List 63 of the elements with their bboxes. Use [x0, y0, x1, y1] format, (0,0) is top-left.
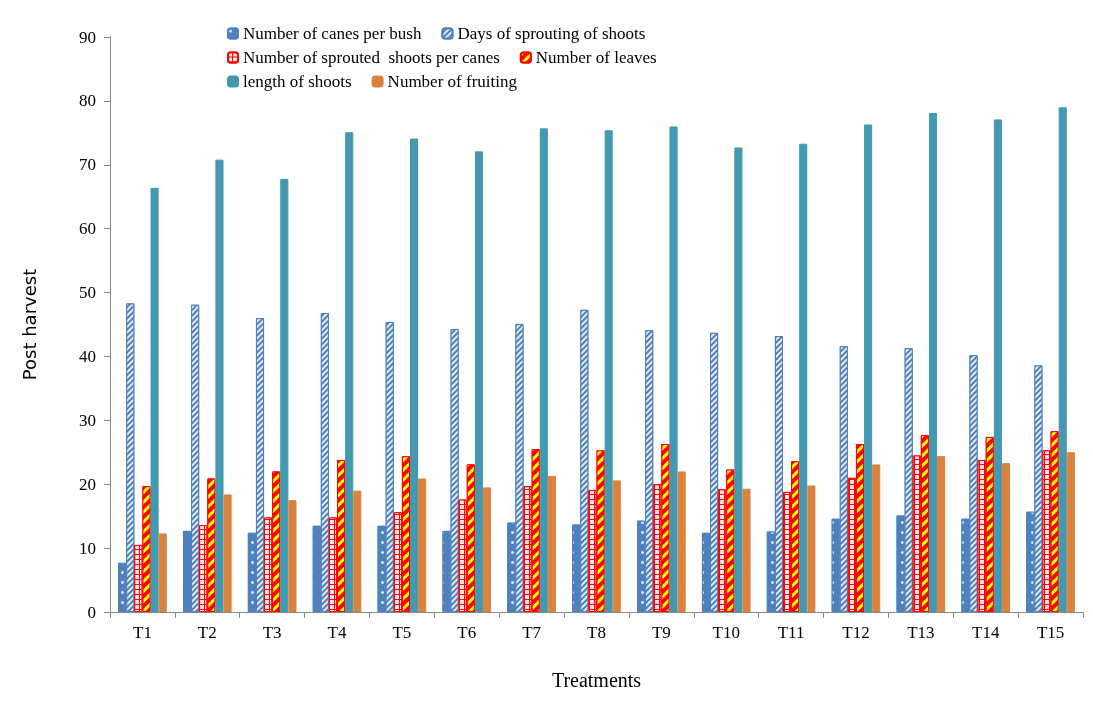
legend-label: Number of leaves	[535, 48, 657, 67]
bar	[872, 464, 881, 612]
y-tick-label: 0	[87, 602, 96, 622]
y-tick-label: 90	[79, 27, 96, 47]
y-tick-label: 10	[79, 538, 96, 558]
x-tick-label: T13	[907, 623, 935, 642]
bar	[158, 533, 167, 612]
y-tick-label: 40	[79, 346, 96, 366]
x-tick-label: T8	[587, 623, 606, 642]
bar	[539, 128, 548, 612]
bar	[612, 480, 621, 612]
bar	[799, 143, 808, 612]
x-axis-title: Treatments	[551, 669, 642, 691]
bar	[807, 485, 816, 612]
y-tick-label: 50	[79, 283, 96, 303]
x-tick-label: T2	[197, 623, 217, 642]
bar	[410, 138, 419, 612]
bar	[669, 126, 678, 612]
bar	[223, 494, 232, 612]
x-tick-label: T10	[712, 623, 740, 642]
x-tick-label: T9	[651, 623, 671, 642]
bar	[474, 151, 483, 612]
y-tick-label: 80	[79, 91, 96, 111]
legend-label: Number of canes per bush	[243, 24, 422, 43]
legend-label: Days of sprouting of shoots	[457, 24, 646, 43]
x-tick-label: T7	[522, 623, 542, 642]
x-tick-label: T12	[842, 623, 870, 642]
y-tick-label: 20	[79, 474, 96, 494]
y-tick-label: 30	[79, 410, 96, 430]
x-tick-label: T3	[262, 623, 282, 642]
legend-label: Number of sprouted shoots per canes	[243, 48, 500, 67]
x-tick-label: T1	[132, 623, 152, 642]
bar	[418, 478, 427, 612]
bar	[547, 475, 556, 612]
bar	[353, 490, 362, 612]
bar	[215, 159, 224, 612]
bar	[1066, 452, 1075, 612]
y-tick-label: 70	[79, 155, 96, 175]
x-tick-label: T4	[327, 623, 347, 642]
bar	[928, 113, 938, 612]
legend-label: length of shoots	[243, 72, 352, 91]
x-tick-label: T15	[1036, 623, 1065, 642]
x-tick-label: T11	[777, 623, 805, 642]
x-tick-label: T5	[392, 623, 412, 642]
y-tick-label: 60	[79, 219, 96, 239]
y-axis-title: Post harvest	[18, 268, 40, 381]
bar	[280, 178, 289, 612]
x-tick-label: T6	[457, 623, 477, 642]
bar	[345, 132, 354, 612]
bar	[864, 124, 873, 612]
x-tick-label: T14	[972, 623, 1000, 642]
bar	[1058, 107, 1067, 612]
bar	[993, 119, 1002, 612]
bar	[150, 187, 159, 612]
bar	[734, 147, 743, 612]
bar	[742, 488, 751, 612]
legend-label: Number of fruiting	[387, 72, 518, 91]
bar	[677, 471, 686, 612]
bar	[937, 456, 946, 612]
bar	[604, 130, 613, 612]
bar	[482, 487, 492, 612]
bar	[288, 500, 297, 612]
bar	[1001, 463, 1011, 612]
